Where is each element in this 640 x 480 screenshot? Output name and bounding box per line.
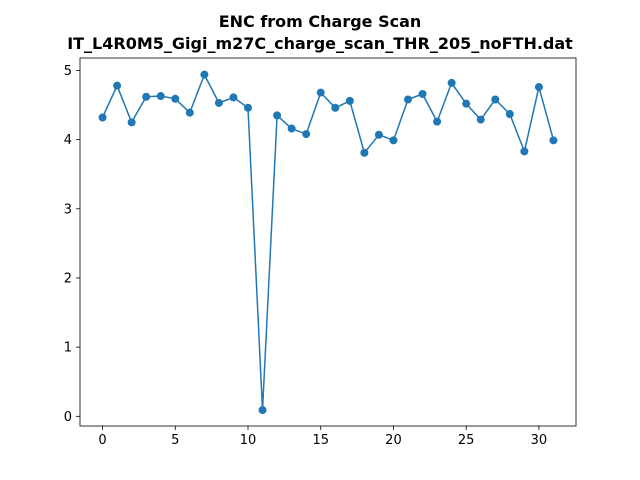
series-line — [101, 73, 555, 411]
data-point — [113, 81, 122, 90]
y-tick-label: 2 — [64, 271, 72, 286]
data-point — [258, 406, 267, 415]
y-tick-label: 1 — [64, 341, 72, 356]
x-tick-label: 5 — [171, 433, 179, 448]
y-tick-label: 5 — [64, 64, 72, 79]
data-point — [491, 95, 500, 104]
data-point — [345, 96, 354, 105]
data-point — [374, 130, 383, 139]
x-tick-label: 20 — [385, 433, 402, 448]
series-points-group — [98, 70, 558, 415]
x-tick-label: 10 — [240, 433, 257, 448]
chart-title-line-1: ENC from Charge Scan — [218, 12, 422, 31]
data-point — [229, 93, 238, 102]
data-point — [127, 118, 136, 127]
plot-axes — [79, 57, 577, 427]
x-tick-label: 0 — [98, 433, 106, 448]
x-tick-label: 15 — [312, 433, 329, 448]
x-tick-label: 30 — [531, 433, 548, 448]
data-point — [273, 111, 282, 120]
series-line-group — [101, 73, 555, 411]
axis-ticks: 0 5 10 15 20 25 30 0 1 2 3 4 5 — [64, 64, 547, 448]
data-point — [171, 94, 180, 103]
data-point — [389, 136, 398, 145]
data-point — [316, 88, 325, 97]
data-point — [287, 124, 296, 133]
data-point — [404, 95, 412, 104]
y-tick-label: 4 — [64, 133, 72, 148]
chart-title-line-2: IT_L4R0M5_Gigi_m27C_charge_scan_THR_205_… — [67, 34, 573, 53]
data-point — [200, 70, 209, 79]
data-point — [520, 147, 529, 156]
data-point — [476, 115, 485, 124]
data-point — [549, 136, 558, 145]
data-point — [447, 78, 456, 87]
data-point — [244, 103, 252, 112]
y-tick-label: 3 — [64, 202, 72, 217]
data-point — [505, 110, 514, 119]
data-point — [331, 103, 340, 112]
data-point — [98, 113, 107, 122]
y-tick-label: 0 — [64, 410, 72, 425]
data-point — [302, 130, 311, 139]
data-point — [156, 92, 165, 101]
plot-frame — [79, 57, 577, 427]
data-point — [462, 99, 471, 108]
data-point — [185, 108, 194, 117]
data-point — [418, 89, 427, 98]
data-point — [534, 83, 543, 92]
data-point — [214, 98, 223, 107]
data-point — [433, 117, 442, 126]
x-tick-label: 25 — [458, 433, 475, 448]
data-point — [360, 148, 369, 157]
data-point — [142, 92, 151, 101]
